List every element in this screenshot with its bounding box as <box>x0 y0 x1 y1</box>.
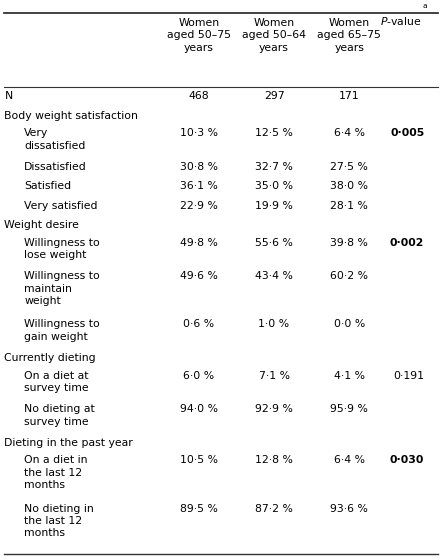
Text: No dieting at
survey time: No dieting at survey time <box>24 404 95 427</box>
Text: 95·9 %: 95·9 % <box>330 404 368 414</box>
Text: a: a <box>422 3 427 9</box>
Text: N: N <box>4 91 13 101</box>
Text: 49·8 %: 49·8 % <box>180 237 218 248</box>
Text: 468: 468 <box>189 91 209 101</box>
Text: Dieting in the past year: Dieting in the past year <box>4 438 133 448</box>
Text: $\it{P}$-value: $\it{P}$-value <box>381 15 422 27</box>
Text: No dieting in
the last 12
months: No dieting in the last 12 months <box>24 503 94 538</box>
Text: 4·1 %: 4·1 % <box>334 371 365 381</box>
Text: 6·4 %: 6·4 % <box>334 128 365 138</box>
Text: 0·002: 0·002 <box>390 237 424 248</box>
Text: Women
aged 65–75
years: Women aged 65–75 years <box>317 18 381 53</box>
Text: 6·0 %: 6·0 % <box>183 371 214 381</box>
Text: 7·1 %: 7·1 % <box>259 371 290 381</box>
Text: 28·1 %: 28·1 % <box>330 200 368 211</box>
Text: 49·6 %: 49·6 % <box>180 271 218 281</box>
Text: 39·8 %: 39·8 % <box>330 237 368 248</box>
Text: 1·0 %: 1·0 % <box>259 319 290 329</box>
Text: 27·5 %: 27·5 % <box>330 162 368 172</box>
Text: 0·030: 0·030 <box>390 455 424 465</box>
Text: Women
aged 50–64
years: Women aged 50–64 years <box>242 18 306 53</box>
Text: 171: 171 <box>339 91 359 101</box>
Text: 297: 297 <box>264 91 284 101</box>
Text: On a diet at
survey time: On a diet at survey time <box>24 371 89 393</box>
Text: Satisfied: Satisfied <box>24 181 72 192</box>
Text: Currently dieting: Currently dieting <box>4 353 96 363</box>
Text: 0·191: 0·191 <box>393 371 424 381</box>
Text: 92·9 %: 92·9 % <box>255 404 293 414</box>
Text: 55·6 %: 55·6 % <box>255 237 293 248</box>
Text: Body weight satisfaction: Body weight satisfaction <box>4 111 138 121</box>
Text: Dissatisfied: Dissatisfied <box>24 162 87 172</box>
Text: 60·2 %: 60·2 % <box>330 271 368 281</box>
Text: 10·3 %: 10·3 % <box>180 128 218 138</box>
Text: 89·5 %: 89·5 % <box>180 503 218 514</box>
Text: Willingness to
maintain
weight: Willingness to maintain weight <box>24 271 100 306</box>
Text: Willingness to
lose weight: Willingness to lose weight <box>24 237 100 260</box>
Text: 94·0 %: 94·0 % <box>180 404 218 414</box>
Text: 30·8 %: 30·8 % <box>180 162 218 172</box>
Text: 38·0 %: 38·0 % <box>330 181 368 192</box>
Text: 12·8 %: 12·8 % <box>255 455 293 465</box>
Text: Women
aged 50–75
years: Women aged 50–75 years <box>167 18 231 53</box>
Text: 0·6 %: 0·6 % <box>183 319 214 329</box>
Text: 93·6 %: 93·6 % <box>330 503 368 514</box>
Text: On a diet in
the last 12
months: On a diet in the last 12 months <box>24 455 88 490</box>
Text: 6·4 %: 6·4 % <box>334 455 365 465</box>
Text: 0·0 %: 0·0 % <box>334 319 365 329</box>
Text: 22·9 %: 22·9 % <box>180 200 218 211</box>
Text: Willingness to
gain weight: Willingness to gain weight <box>24 319 100 342</box>
Text: 87·2 %: 87·2 % <box>255 503 293 514</box>
Text: 10·5 %: 10·5 % <box>180 455 218 465</box>
Text: Very satisfied: Very satisfied <box>24 200 98 211</box>
Text: 12·5 %: 12·5 % <box>255 128 293 138</box>
Text: 0·005: 0·005 <box>390 128 424 138</box>
Text: 36·1 %: 36·1 % <box>180 181 218 192</box>
Text: 32·7 %: 32·7 % <box>255 162 293 172</box>
Text: Very
dissatisfied: Very dissatisfied <box>24 128 86 151</box>
Text: 19·9 %: 19·9 % <box>255 200 293 211</box>
Text: 43·4 %: 43·4 % <box>255 271 293 281</box>
Text: Weight desire: Weight desire <box>4 220 79 230</box>
Text: 35·0 %: 35·0 % <box>255 181 293 192</box>
